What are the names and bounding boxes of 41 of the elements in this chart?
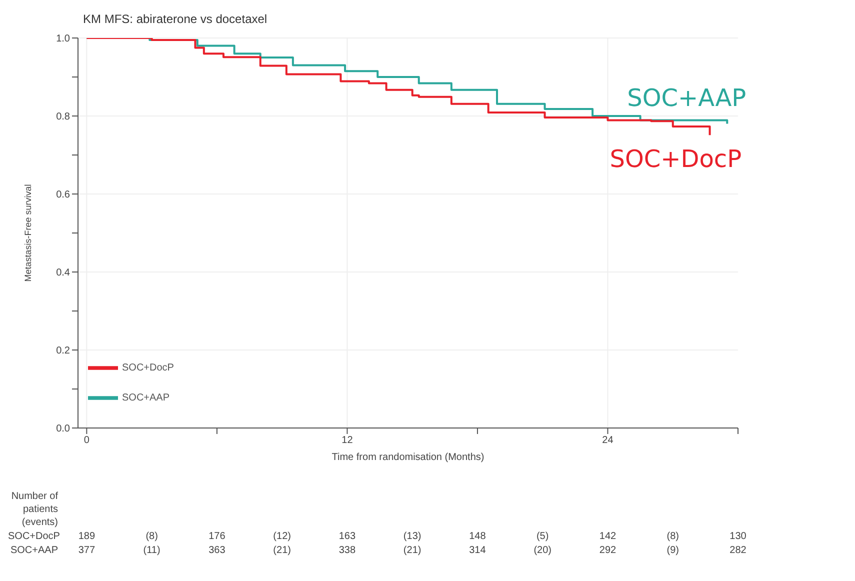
y-tick-label: 1.0 xyxy=(56,34,70,45)
text: SOC+AAP xyxy=(627,84,746,112)
y-tick-label: 0.0 xyxy=(56,424,70,435)
legend-label: SOC+DocP xyxy=(122,362,174,374)
text: (13) xyxy=(402,530,422,543)
y-tick-label: 0.4 xyxy=(56,268,70,279)
x-tick-label: 12 xyxy=(342,435,354,446)
y-tick-label: 0.8 xyxy=(56,112,70,123)
text: 363 xyxy=(208,544,226,557)
text: 163 xyxy=(338,530,357,543)
text: (11) xyxy=(142,544,162,557)
text: 292 xyxy=(598,544,618,557)
text: 314 xyxy=(468,544,487,557)
text: SOC+DocP xyxy=(8,530,60,543)
text: (8) xyxy=(144,530,159,543)
text: 176 xyxy=(208,530,226,543)
text: SOC+DocP xyxy=(610,145,742,174)
text: 338 xyxy=(338,544,357,557)
text: (5) xyxy=(535,530,550,543)
text: (8) xyxy=(666,530,680,543)
legend-label: SOC+AAP xyxy=(122,392,170,404)
text: 142 xyxy=(598,530,618,543)
text: 189 xyxy=(77,530,96,543)
y-axis-title: Metastasis-Free survival xyxy=(23,184,34,282)
x-tick-label: 0 xyxy=(84,435,90,446)
text: Number of patients (events) xyxy=(10,490,58,529)
text: 377 xyxy=(77,544,96,557)
y-tick-label: 0.6 xyxy=(56,190,70,201)
x-axis-title: Time from randomisation (Months) xyxy=(332,452,484,463)
text: (12) xyxy=(272,530,292,543)
text: (21) xyxy=(402,544,422,557)
text: (21) xyxy=(272,544,292,557)
chart-title: KM MFS: abiraterone vs docetaxel xyxy=(83,12,268,26)
text: (9) xyxy=(666,544,680,557)
y-tick-label: 0.2 xyxy=(56,346,70,357)
text: SOC+AAP xyxy=(9,544,58,557)
x-tick-label: 24 xyxy=(602,435,614,446)
text: 130 xyxy=(728,530,748,543)
text: (20) xyxy=(532,544,552,557)
text: 148 xyxy=(468,530,487,543)
text: 282 xyxy=(728,544,748,557)
